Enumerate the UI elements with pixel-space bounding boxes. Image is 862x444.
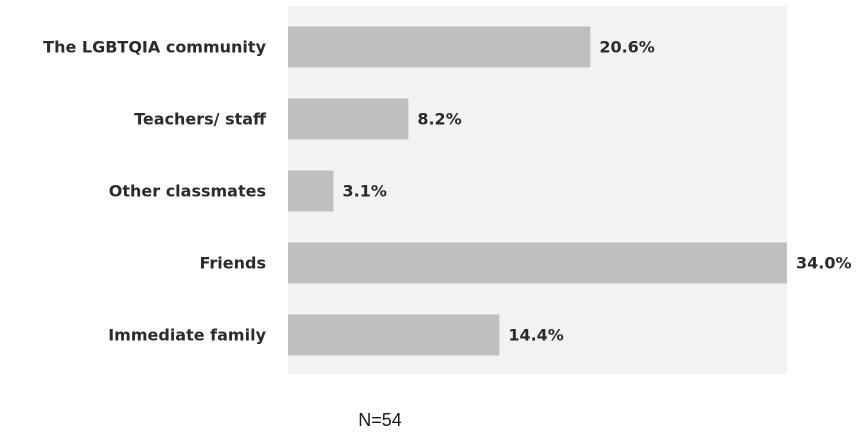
category-label-friends: Friends	[200, 254, 267, 273]
bars-layer: The LGBTQIA community 20.6% Teachers/ staf…	[43, 26, 852, 356]
category-label-other-classmates: Other classmates	[109, 182, 266, 201]
bar-teachers-staff	[288, 98, 409, 140]
sample-size-note: N=54	[358, 410, 402, 430]
bar-the-lgbtqia-community	[288, 26, 591, 68]
bar-friends	[288, 242, 787, 284]
bar-other-classmates	[288, 170, 334, 212]
value-label-immediate-family: 14.4%	[508, 326, 564, 345]
bar-immediate-family	[288, 314, 500, 356]
value-label-other-classmates: 3.1%	[342, 182, 386, 201]
category-label-immediate-family: Immediate family	[108, 326, 266, 345]
category-label-the-lgbtqia-community: The LGBTQIA community	[43, 38, 266, 57]
value-label-the-lgbtqia-community: 20.6%	[599, 38, 655, 57]
value-label-friends: 34.0%	[796, 254, 852, 273]
category-label-teachers-staff: Teachers/ staff	[134, 110, 267, 129]
value-label-teachers-staff: 8.2%	[417, 110, 461, 129]
